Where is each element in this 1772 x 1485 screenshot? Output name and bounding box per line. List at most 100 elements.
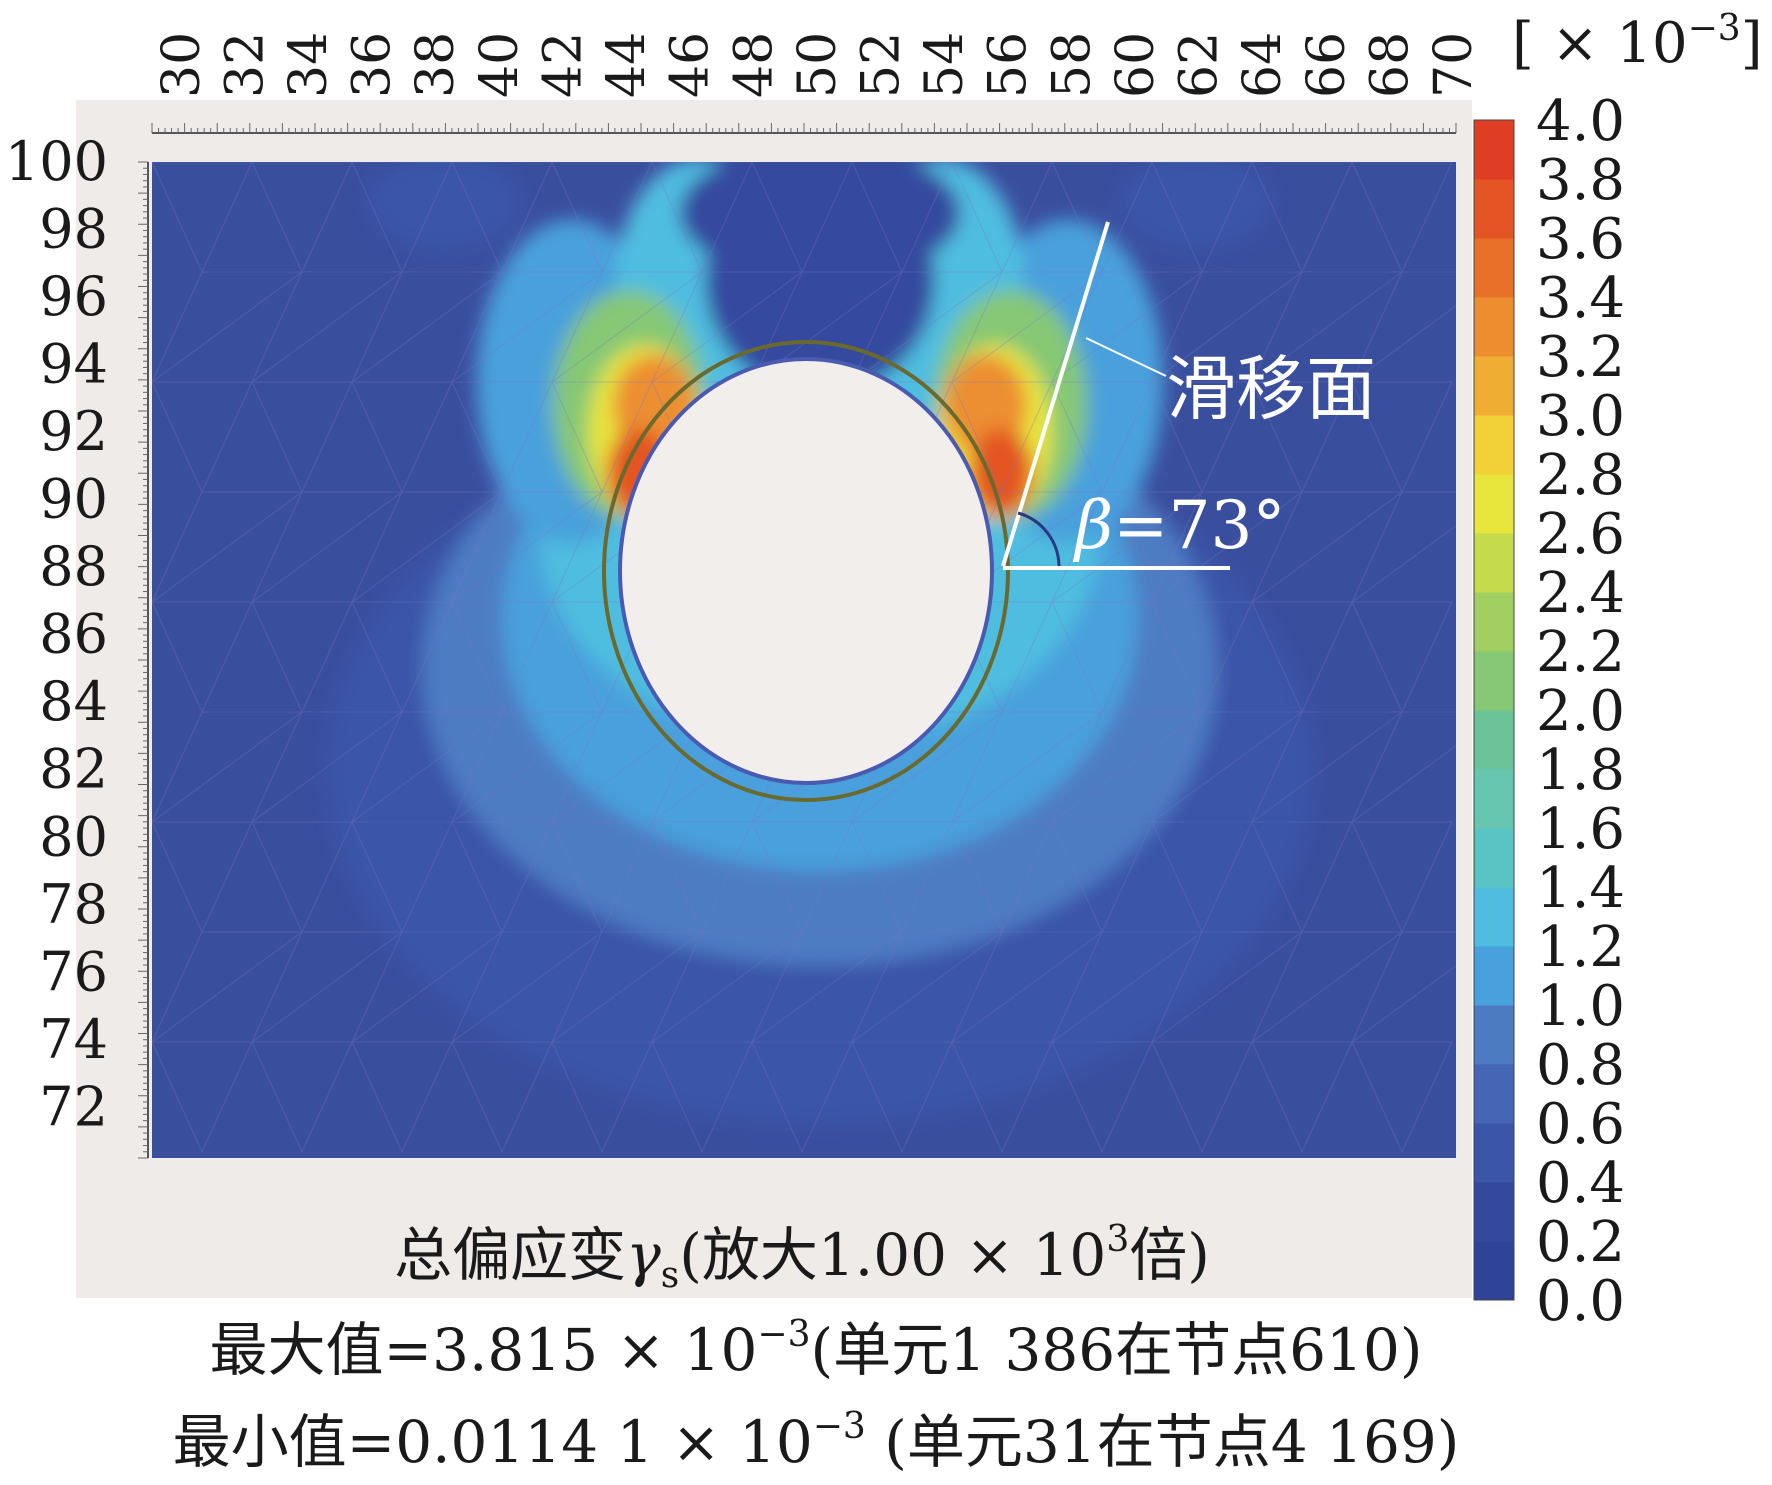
colorbar-tick-label: 2.2 [1536,620,1625,685]
mesh-element [152,931,304,1043]
mesh-element [551,821,653,934]
mesh-element [251,162,353,274]
mesh-element [451,1041,553,1154]
mesh-element [1050,931,1204,1044]
mesh-element [351,381,453,494]
colorbar-tick-label: 4.0 [1536,89,1625,154]
mesh-element [651,821,753,934]
x-tick-label: 56 [979,32,1039,98]
slip-surface-line [1001,221,1110,567]
x-tick-label: 46 [661,32,721,98]
colorbar-tick-label: 0.8 [1536,1033,1625,1098]
mesh-element [951,1041,1053,1154]
mesh-element [851,821,953,934]
mesh-element [651,162,753,274]
x-tick-label: 64 [1233,32,1293,98]
colorbar-segment [1474,1123,1514,1183]
mesh-element [351,821,453,934]
caption-1-suffix: 倍) [1129,1221,1210,1289]
x-tick-label: 42 [533,32,593,98]
y-tick-label: 78 [39,873,108,936]
tunnel-lining-outer [602,340,1010,802]
mesh-element [850,931,1004,1044]
mesh-element [750,271,904,384]
mesh-element [651,1041,753,1154]
y-tick-label: 84 [39,670,108,733]
mesh-element [1051,821,1153,934]
mesh-element [751,162,853,274]
caption-3-suffix: (单元31在节点4 169) [866,1408,1460,1476]
colorbar-segment [1474,297,1514,357]
colorbar-tick-label: 1.0 [1536,974,1625,1039]
caption-line-2: 最大值=3.815 × 10−3(单元1 386在节点610) [209,1314,1422,1384]
caption-1-sub: s [661,1255,679,1296]
mesh-element [1150,931,1304,1044]
mesh-element [851,1041,953,1154]
caption-2-suffix: (单元1 386在节点610) [810,1316,1422,1384]
mesh-element [1350,271,1456,384]
caption-3-exp: −3 [813,1406,866,1447]
angle-label: β=73° [1072,487,1285,564]
mesh-element [251,601,353,714]
colorbar-tick-label: 3.8 [1536,148,1625,213]
y-tick-label: 76 [39,940,108,1003]
colorbar-segment [1474,1182,1514,1242]
mesh-element [451,381,553,494]
x-tick-label: 32 [215,32,275,98]
mesh-element [250,271,404,384]
colorbar-tick-label: 0.4 [1536,1151,1625,1216]
y-tick-label: 82 [39,738,108,801]
mesh-element [1051,162,1153,274]
mesh-element [250,931,404,1044]
mesh-element [1150,491,1304,604]
x-tick-label: 34 [279,32,339,98]
x-tick-label: 58 [1042,32,1102,98]
mesh-element [951,821,1053,934]
y-tick-label: 80 [39,805,108,868]
colorbar-segment [1474,238,1514,298]
x-tick-labels: 30 32 34 36 38 40 42 44 46 48 50 52 54 56 58 60 62 64 66 68… [152,32,1484,98]
caption-1-mid: (放大1.00 × 10 [679,1221,1106,1289]
mesh-element [350,271,504,384]
y-tick-label: 88 [39,535,108,598]
mesh-element [152,162,253,274]
y-tick-label: 94 [39,333,108,396]
mesh-element [251,1041,353,1154]
mesh-element [351,601,453,714]
mesh-element [1251,1041,1353,1154]
mesh-element [1250,491,1404,604]
mesh-element [1050,491,1204,604]
mesh-element [550,711,704,824]
tunnel-lining-inner [618,357,994,785]
angle-arc [1017,511,1061,567]
mesh-element [1151,1041,1253,1154]
contour-band [680,162,960,281]
colorbar-segment [1474,1005,1514,1065]
colorbar-tick-label: 3.2 [1536,325,1625,390]
colorbar-tick-label: 1.2 [1536,915,1625,980]
colorbar-tick-label: 2.6 [1536,502,1625,567]
contour-band [368,162,521,250]
mesh-element [551,1041,653,1154]
y-tick-label: 92 [39,400,108,463]
mesh-element [550,931,704,1044]
mesh-element [1150,271,1304,384]
mesh-element [1351,1041,1453,1154]
mesh-element [551,381,653,494]
colorbar-tick-label: 0.0 [1536,1269,1625,1334]
contour-band [1118,162,1272,250]
colorbar-segment [1474,415,1514,475]
mesh-element [152,821,253,934]
mesh-element [1251,601,1353,714]
x-tick-label: 38 [406,32,466,98]
colorbar [1473,119,1515,1301]
colorbar-segment [1474,651,1514,711]
mesh-element [1351,821,1453,934]
mesh-element [1350,711,1456,824]
mesh-element [152,1041,253,1154]
mesh-element [351,1041,453,1154]
mesh-element [650,931,804,1044]
mesh-element [950,711,1104,824]
colorbar-tick-labels: 4.03.83.63.43.23.02.82.62.42.22.01.81.61… [1536,89,1625,1334]
mesh-element [450,931,604,1044]
